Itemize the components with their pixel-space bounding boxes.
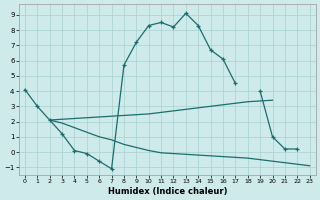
X-axis label: Humidex (Indice chaleur): Humidex (Indice chaleur) [108,187,227,196]
